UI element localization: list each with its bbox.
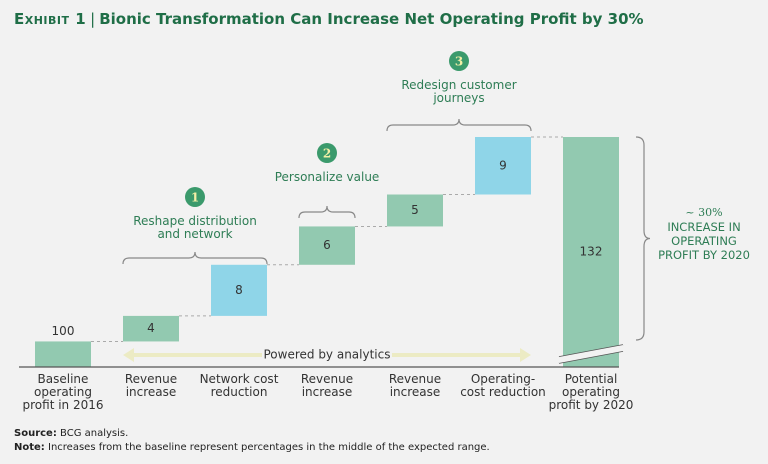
x-tick-label: Potential operating profit by 2020	[548, 372, 634, 412]
group-label: Personalize value	[274, 170, 380, 184]
bar	[211, 264, 267, 316]
group-brace	[122, 251, 268, 265]
chart-title: Bionic Transformation Can Increase Net O…	[99, 10, 644, 28]
value-label: 132	[580, 245, 603, 259]
bar	[475, 137, 531, 195]
value-label: 5	[411, 203, 419, 217]
title-block: Exhibit 1 | Bionic Transformation Can Incr…	[14, 10, 644, 28]
x-tick-label: Operating-cost reduction	[460, 372, 546, 399]
source: BCG analysis.	[60, 428, 129, 439]
value-label: 9	[499, 158, 507, 172]
x-tick-label: Revenue increase	[388, 372, 442, 399]
value-label: 6	[323, 238, 331, 252]
bar	[35, 341, 91, 367]
value-label: 100	[52, 324, 75, 338]
total-annotation: ~ 30% INCREASE IN OPERATING PROFIT BY 20…	[650, 206, 758, 262]
value-label: 4	[147, 321, 155, 335]
note-label: Note:	[14, 442, 45, 453]
arrow-label: Powered by analytics	[263, 348, 390, 362]
bar	[563, 137, 619, 367]
group-number: 2	[323, 147, 331, 161]
group-number: 3	[455, 55, 463, 69]
total-brace	[635, 136, 651, 341]
group-brace	[298, 205, 356, 219]
footer: Source: BCG analysis. Note: Increases fr…	[14, 427, 490, 455]
arrow-label-bg	[262, 346, 392, 364]
note-line: Note: Increases from the baseline repres…	[14, 441, 490, 455]
note: Increases from the baseline represent pe…	[48, 442, 490, 453]
group-badge	[185, 187, 205, 207]
value-label: 8	[235, 283, 243, 297]
group-badge	[449, 51, 469, 71]
exhibit-label: Exhibit 1	[14, 10, 87, 28]
annotation-headline: ~ 30%	[685, 206, 723, 219]
annotation-text: INCREASE IN OPERATING PROFIT BY 2020	[658, 220, 750, 262]
arrow-head	[123, 348, 134, 362]
bar	[387, 194, 443, 227]
group-label: Redesign customer journeys	[401, 78, 517, 105]
bar	[123, 315, 179, 342]
arrow-head	[520, 348, 531, 362]
source-line: Source: BCG analysis.	[14, 427, 490, 441]
x-tick-label: Baseline operating profit in 2016	[22, 372, 104, 412]
x-tick-label: Revenue increase	[124, 372, 178, 399]
divider: |	[90, 10, 96, 28]
group-brace	[386, 118, 532, 132]
bar	[299, 226, 355, 265]
axis-break-gap	[559, 345, 623, 363]
group-badge	[317, 143, 337, 163]
source-label: Source:	[14, 428, 57, 439]
x-tick-label: Revenue increase	[300, 372, 354, 399]
group-number: 1	[191, 191, 199, 205]
x-tick-label: Network cost reduction	[199, 372, 279, 399]
group-label: Reshape distribution and network	[133, 214, 257, 241]
